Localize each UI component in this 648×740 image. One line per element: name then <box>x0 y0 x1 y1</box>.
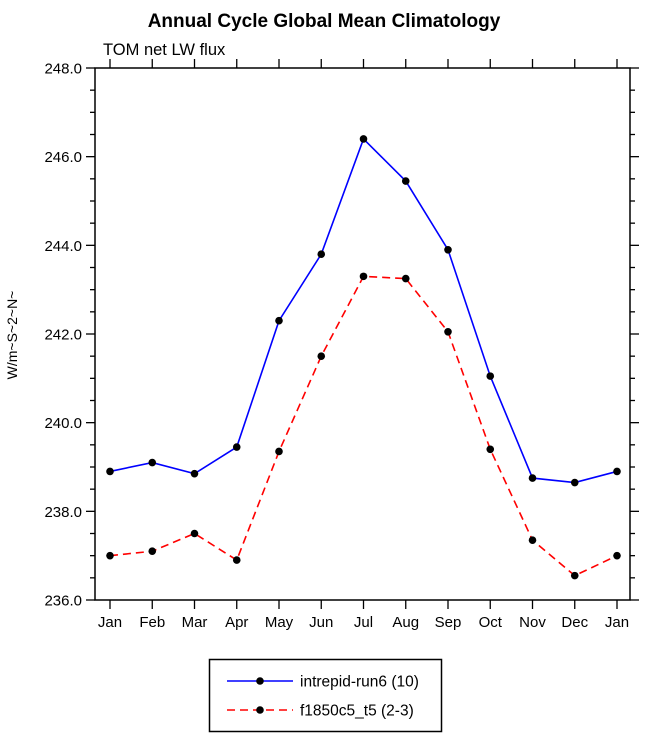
series-line-1 <box>109 275 618 577</box>
series-marker <box>486 445 495 454</box>
y-tick-label: 244.0 <box>44 238 82 255</box>
series-marker <box>275 447 283 456</box>
series-marker <box>613 467 621 476</box>
legend-label-series1: intrepid-run6 (10) <box>300 674 419 691</box>
y-axis-label: W/m~S~2~N~ <box>4 291 20 380</box>
series-marker <box>570 478 579 487</box>
series-marker <box>106 551 114 560</box>
series-marker <box>359 135 368 143</box>
x-tick-label: Jan <box>98 614 122 631</box>
plot-border <box>94 67 631 601</box>
series-marker <box>401 177 410 185</box>
x-tick-label: Sep <box>435 614 462 631</box>
series-marker <box>232 443 241 451</box>
x-tick-label: Feb <box>139 614 165 631</box>
x-tick-label: Aug <box>392 614 419 631</box>
series-marker <box>359 272 368 281</box>
x-tick-label: Mar <box>182 614 208 631</box>
series-marker <box>317 352 326 360</box>
series-marker <box>401 274 410 283</box>
y-tick-label: 238.0 <box>44 504 82 521</box>
y-tick-label: 236.0 <box>44 593 82 610</box>
series-line-0 <box>109 137 618 484</box>
legend-marker-series2 <box>256 706 264 714</box>
x-tick-label: Jun <box>309 614 333 631</box>
series-marker <box>528 474 537 482</box>
series-marker <box>148 547 157 556</box>
series-marker <box>528 536 537 544</box>
series-marker <box>317 250 326 258</box>
legend: intrepid-run6 (10) f1850c5_t5 (2-3) <box>208 658 443 733</box>
series-marker <box>190 469 199 478</box>
series-marker <box>275 316 283 325</box>
series-marker <box>486 372 495 380</box>
chart-title: Annual Cycle Global Mean Climatology <box>148 11 501 32</box>
y-tick-label: 248.0 <box>44 61 82 78</box>
series-marker <box>444 245 452 254</box>
legend-box <box>208 658 443 733</box>
series-marker <box>232 556 241 564</box>
x-tick-label: Jul <box>354 614 373 631</box>
legend-marker-series1 <box>256 677 264 685</box>
y-tick-label: 246.0 <box>44 149 82 166</box>
x-tick-label: Dec <box>561 614 588 631</box>
x-tick-label: Apr <box>225 614 248 631</box>
legend-label-series2: f1850c5_t5 (2-3) <box>300 703 414 720</box>
x-tick-label: May <box>265 614 294 631</box>
plot-area: 236.0 238.0 240.0 242.0 244.0 246.0 248.0 Jan Fe… <box>44 59 639 631</box>
x-tick-label: Nov <box>519 614 546 631</box>
series-marker <box>148 458 157 467</box>
series-marker <box>190 529 199 538</box>
x-tick-label: Jan <box>605 614 629 631</box>
x-tick-label: Oct <box>479 614 503 631</box>
series-marker <box>570 571 579 580</box>
series-marker <box>613 551 621 560</box>
series-marker <box>444 327 452 336</box>
series-marker <box>106 467 114 476</box>
y-tick-label: 240.0 <box>44 415 82 432</box>
y-tick-label: 242.0 <box>44 327 82 344</box>
chart-subtitle: TOM net LW flux <box>103 41 226 59</box>
